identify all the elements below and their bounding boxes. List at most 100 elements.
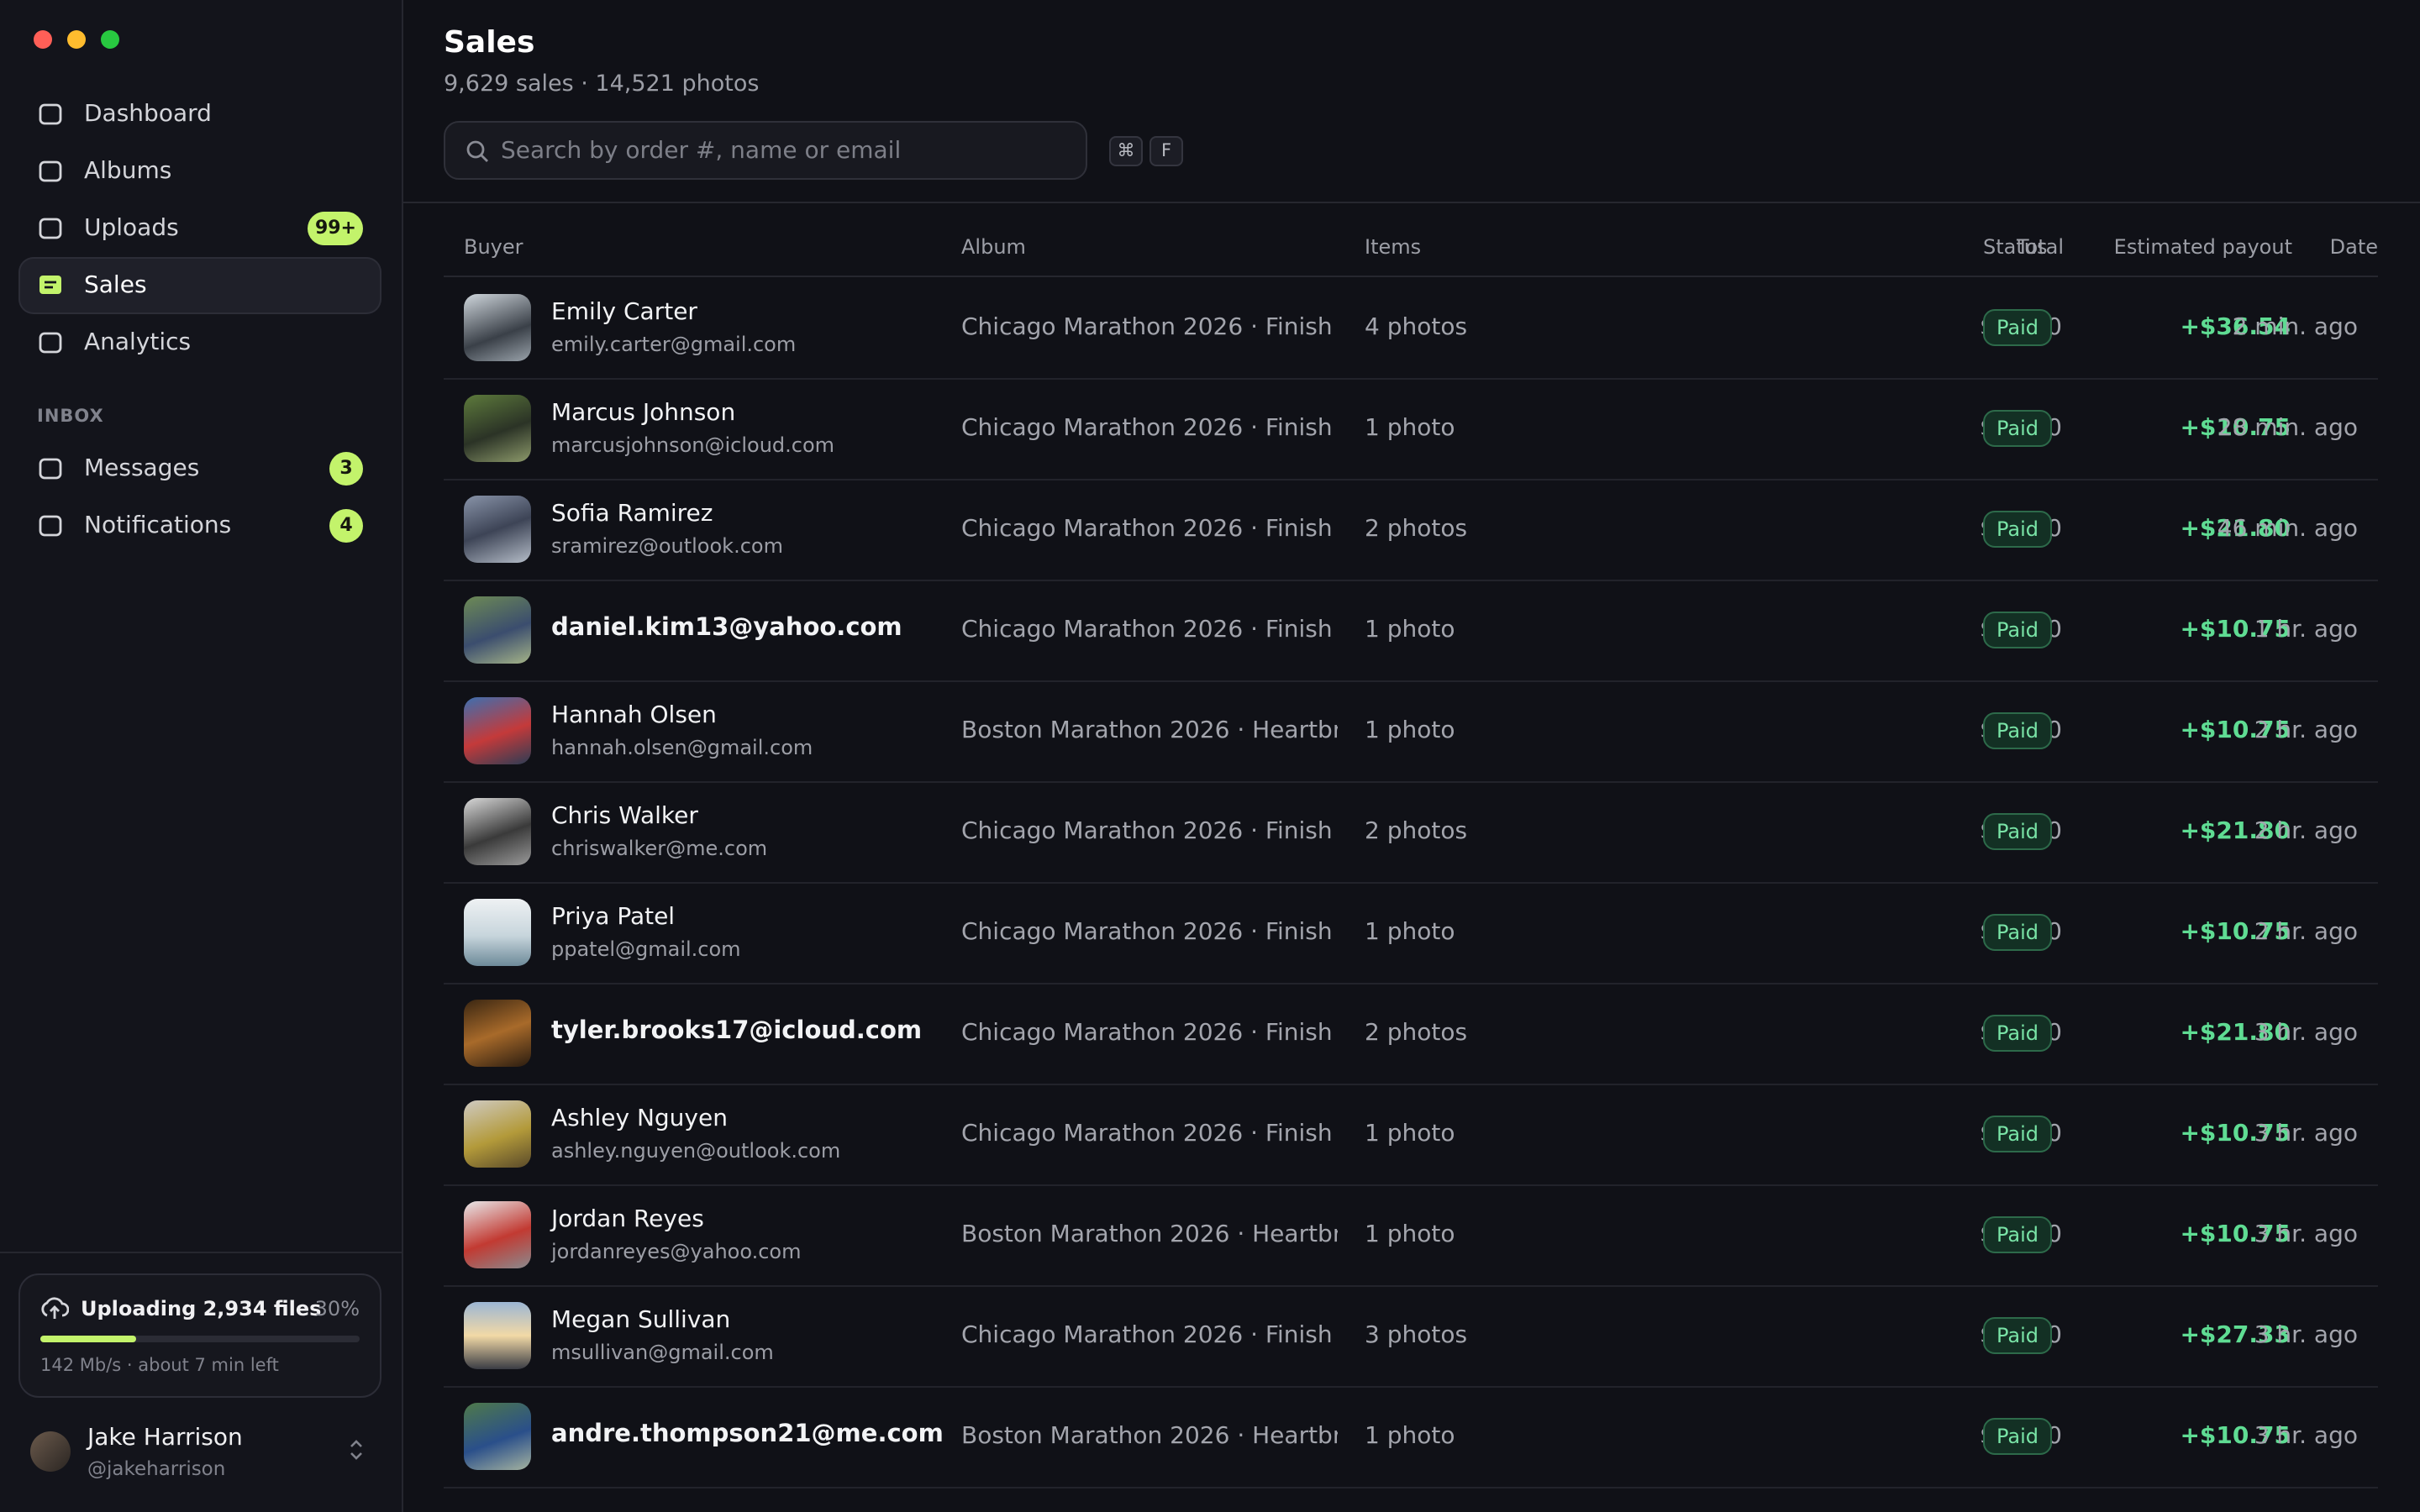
items: 1 photo <box>1365 617 1455 643</box>
nav-label: Sales <box>84 272 147 299</box>
user-handle: @jakeharrison <box>87 1457 226 1480</box>
payout: +$10.75 <box>2180 617 2291 643</box>
user-name[interactable]: Jake Harrison <box>87 1425 243 1452</box>
nav-item[interactable]: Messages 3 <box>18 440 381 497</box>
items: 1 photo <box>1365 1221 1455 1248</box>
nav-icon <box>39 458 62 480</box>
album: Boston Marathon 2026 · Heartbre… <box>961 1423 1338 1450</box>
column-header: Estimated payout <box>2113 235 2292 259</box>
sale-row[interactable]: Sofia Ramirez sramirez@outlook.com Chicago… <box>444 479 2378 581</box>
account-switcher[interactable] <box>348 1436 365 1463</box>
nav-item[interactable]: Dashboard <box>18 86 381 143</box>
minimize-button[interactable] <box>67 30 86 49</box>
nav-label: Notifications <box>84 512 232 539</box>
album: Chicago Marathon 2026 · Finish L… <box>961 919 1338 946</box>
zoom-button[interactable] <box>101 30 119 49</box>
buyer-avatar <box>464 596 531 664</box>
progress-track <box>40 1336 360 1342</box>
divider <box>444 276 2378 277</box>
sale-row[interactable]: Megan Sullivan msullivan@gmail.com Chicago… <box>444 1285 2378 1388</box>
sale-row[interactable]: tyler.brooks17@icloud.com Chicago Maratho… <box>444 983 2378 1085</box>
buyer-avatar <box>464 1000 531 1067</box>
buyer-name: Sofia Ramirez <box>551 501 713 528</box>
search-icon <box>466 140 488 162</box>
nav-item[interactable]: Uploads 99+ <box>18 200 381 257</box>
sale-row[interactable]: Jordan Reyes jordanreyes@yahoo.com Boston … <box>444 1184 2378 1287</box>
album: Chicago Marathon 2026 · Finish L… <box>961 516 1338 543</box>
buyer-name: Priya Patel <box>551 904 676 931</box>
sale-row[interactable]: Marcus Johnson marcusjohnson@icloud.com Ch… <box>444 378 2378 480</box>
buyer-avatar <box>464 395 531 462</box>
album: Chicago Marathon 2026 · Finish L… <box>961 415 1338 442</box>
payout: +$10.75 <box>2180 1423 2291 1450</box>
buyer-email: hannah.olsen@gmail.com <box>551 736 813 759</box>
items: 2 photos <box>1365 818 1468 845</box>
user-avatar[interactable] <box>30 1431 71 1472</box>
sidebar: INBOX Uploading 2,934 files 30% 142 Mb/s… <box>0 0 403 1512</box>
buyer-avatar <box>464 798 531 865</box>
nav-label: Analytics <box>84 329 192 356</box>
date: 2 min. ago <box>2232 314 2358 341</box>
buyer-name: Marcus Johnson <box>551 400 736 427</box>
date: 3 hr. ago <box>2254 1322 2358 1349</box>
column-header: Date <box>2329 235 2378 259</box>
sale-row[interactable]: Chris Walker chriswalker@me.com Chicago Ma… <box>444 781 2378 884</box>
nav-icon <box>39 332 62 354</box>
sale-row[interactable]: Ashley Nguyen ashley.nguyen@outlook.com Ch… <box>444 1084 2378 1186</box>
upload-detail: 142 Mb/s · about 7 min left <box>40 1356 279 1376</box>
sale-row[interactable]: Hannah Olsen hannah.olsen@gmail.com Boston… <box>444 680 2378 783</box>
nav-item[interactable]: Notifications 4 <box>18 497 381 554</box>
payout: +$21.80 <box>2180 818 2291 845</box>
date: 3 hr. ago <box>2254 1221 2358 1248</box>
sale-row[interactable]: andre.thompson21@me.com Boston Marathon 2… <box>444 1386 2378 1488</box>
column-header: Items <box>1365 235 1422 259</box>
buyer-avatar <box>464 1201 531 1268</box>
buyer-avatar <box>464 697 531 764</box>
buyer-name: Ashley Nguyen <box>551 1105 728 1132</box>
status-badge: Paid <box>1983 914 2053 951</box>
payout: +$10.75 <box>2180 717 2291 744</box>
buyer-name: Chris Walker <box>551 803 698 830</box>
shortcut-key: F <box>1150 136 1183 166</box>
buyer-avatar <box>464 1100 531 1168</box>
nav-item[interactable]: Albums <box>18 143 381 200</box>
sale-row[interactable]: Priya Patel ppatel@gmail.com Chicago Marat… <box>444 882 2378 984</box>
upload-percent: 30% <box>314 1297 360 1320</box>
sale-row[interactable]: daniel.kim13@yahoo.com Chicago Marathon 2… <box>444 580 2378 682</box>
nav-item[interactable]: Analytics <box>18 314 381 371</box>
sale-row[interactable]: Emily Carter emily.carter@gmail.com Chicag… <box>444 277 2378 380</box>
upload-icon <box>41 1297 69 1319</box>
payout: +$27.33 <box>2180 1322 2291 1349</box>
buyer-email: chriswalker@me.com <box>551 837 768 860</box>
nav-item[interactable]: Sales <box>18 257 381 314</box>
buyer-name: Emily Carter <box>551 299 697 326</box>
payout: +$10.75 <box>2180 1221 2291 1248</box>
status-badge: Paid <box>1983 712 2053 749</box>
page-subtitle: 9,629 sales · 14,521 photos <box>444 71 760 97</box>
date: 2 hr. ago <box>2254 919 2358 946</box>
buyer-name: Hannah Olsen <box>551 702 717 729</box>
items: 3 photos <box>1365 1322 1468 1349</box>
payout: +$21.80 <box>2180 516 2291 543</box>
status-badge: Paid <box>1983 813 2053 850</box>
close-button[interactable] <box>34 30 52 49</box>
album: Boston Marathon 2026 · Heartbre… <box>961 717 1338 744</box>
buyer-name: Jordan Reyes <box>551 1206 704 1233</box>
column-header: Total <box>2016 235 2064 259</box>
items: 1 photo <box>1365 1423 1455 1450</box>
nav-badge: 4 <box>329 509 363 543</box>
column-header: Album <box>961 235 1026 259</box>
status-badge: Paid <box>1983 612 2053 648</box>
status-badge: Paid <box>1983 309 2053 346</box>
date: 46 min. ago <box>2217 516 2358 543</box>
buyer-avatar <box>464 1403 531 1470</box>
progress-fill <box>40 1336 136 1342</box>
album: Boston Marathon 2026 · Heartbre… <box>961 1221 1338 1248</box>
search-box[interactable]: Search by order #, name or email <box>444 121 1087 180</box>
nav-label: Albums <box>84 158 172 185</box>
upload-card[interactable]: Uploading 2,934 files 30% 142 Mb/s · abo… <box>18 1273 381 1398</box>
shortcut-key: ⌘ <box>1109 136 1143 166</box>
buyer-email: ashley.nguyen@outlook.com <box>551 1139 841 1163</box>
